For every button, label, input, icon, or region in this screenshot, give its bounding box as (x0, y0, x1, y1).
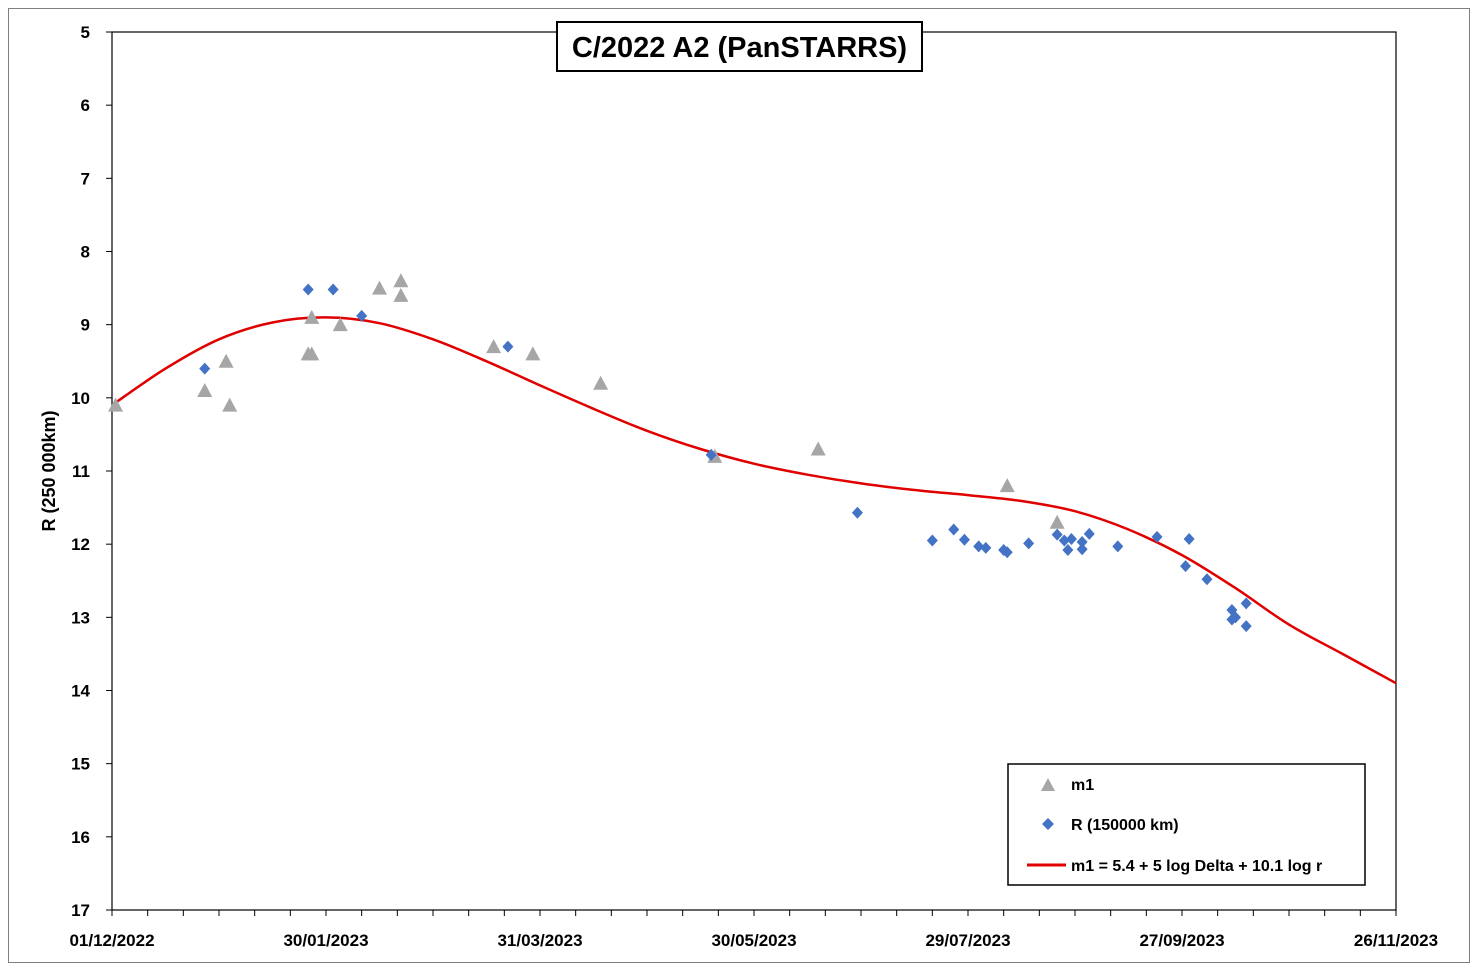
y-tick-label: 10 (71, 389, 90, 408)
r-point (1112, 540, 1124, 553)
x-tick-label: 29/07/2023 (925, 931, 1010, 950)
m1-point (393, 287, 409, 302)
r-point (973, 540, 985, 553)
legend: m1 R (150000 km) m1 = 5.4 + 5 log Delta … (1007, 763, 1366, 886)
r-point (926, 534, 938, 547)
y-tick-label: 7 (81, 169, 90, 188)
r-point (1065, 533, 1077, 546)
r-point (1023, 537, 1035, 550)
r-point (1230, 611, 1241, 624)
y-tick-label: 17 (71, 901, 90, 920)
r-point (1062, 544, 1074, 557)
r-point (1083, 527, 1095, 540)
chart-title: C/2022 A2 (PanSTARRS) (572, 32, 907, 64)
x-tick-label: 27/09/2023 (1139, 931, 1224, 950)
r-point (1051, 528, 1063, 541)
legend-label-m1: m1 (1071, 777, 1094, 794)
y-tick-label: 9 (81, 316, 90, 335)
x-tick-label: 01/12/2022 (69, 931, 154, 950)
chart-title-box: C/2022 A2 (PanSTARRS) (556, 21, 923, 72)
x-tick-label: 26/11/2023 (1354, 931, 1438, 950)
r-point (948, 523, 960, 536)
m1-point (999, 478, 1015, 493)
m1-point (332, 317, 348, 332)
m1-point (593, 375, 609, 390)
r-point (1240, 620, 1252, 633)
r-point (1076, 535, 1088, 548)
r-point (980, 541, 992, 554)
m1-point (304, 309, 320, 324)
plot-layer: 5 6 7 8 9 10 11 12 13 14 15 16 17 01/12/2022 30/01/202… (69, 23, 1438, 950)
r-point (1180, 560, 1192, 573)
m1-point (372, 280, 387, 295)
m1-point (810, 441, 826, 456)
r-point (1151, 530, 1163, 543)
m1-point (197, 383, 213, 398)
r-point (502, 340, 514, 353)
r-point (1183, 533, 1195, 546)
r-point (1076, 543, 1088, 556)
x-tick-label: 30/01/2023 (283, 931, 368, 950)
m1-point (218, 353, 234, 368)
legend-marker-r (1042, 818, 1054, 830)
r-point (705, 448, 717, 461)
y-tick-label: 5 (81, 23, 90, 42)
m1-point (486, 339, 502, 354)
x-tick-label: 31/03/2023 (497, 931, 582, 950)
m1-point (1049, 514, 1065, 529)
y-tick-label: 6 (81, 96, 90, 115)
m1-point (393, 273, 409, 288)
r-point (958, 533, 970, 546)
fit-curve (111, 316, 1397, 685)
chart-area (8, 8, 1470, 963)
legend-box (1007, 763, 1366, 886)
m1-point (108, 397, 124, 412)
r-point (199, 362, 211, 375)
y-tick-label: 14 (71, 682, 90, 701)
r-point (1058, 534, 1070, 547)
r-point (851, 506, 863, 519)
m1-point (304, 346, 320, 361)
m1-point (222, 397, 238, 412)
r-point (1201, 573, 1213, 586)
m1-point (525, 346, 541, 361)
r-point (1240, 597, 1252, 610)
y-tick-label: 8 (81, 243, 90, 262)
y-tick-label: 12 (71, 535, 90, 554)
x-tick-label: 30/05/2023 (711, 931, 796, 950)
r-point (1001, 546, 1013, 559)
y-tick-label: 15 (71, 755, 90, 774)
r-point (302, 283, 314, 296)
y-tick-label: 11 (72, 462, 90, 481)
legend-label-r: R (150000 km) (1071, 817, 1179, 834)
r-point (356, 309, 368, 322)
y-tick-label: 13 (71, 608, 90, 627)
legend-label-fit: m1 = 5.4 + 5 log Delta + 10.1 log r (1071, 858, 1322, 875)
y-tick-label: 16 (71, 828, 90, 847)
legend-marker-m1 (1041, 778, 1055, 791)
y-axis-label: R (250 000km) (39, 410, 59, 531)
r-point (327, 283, 339, 296)
